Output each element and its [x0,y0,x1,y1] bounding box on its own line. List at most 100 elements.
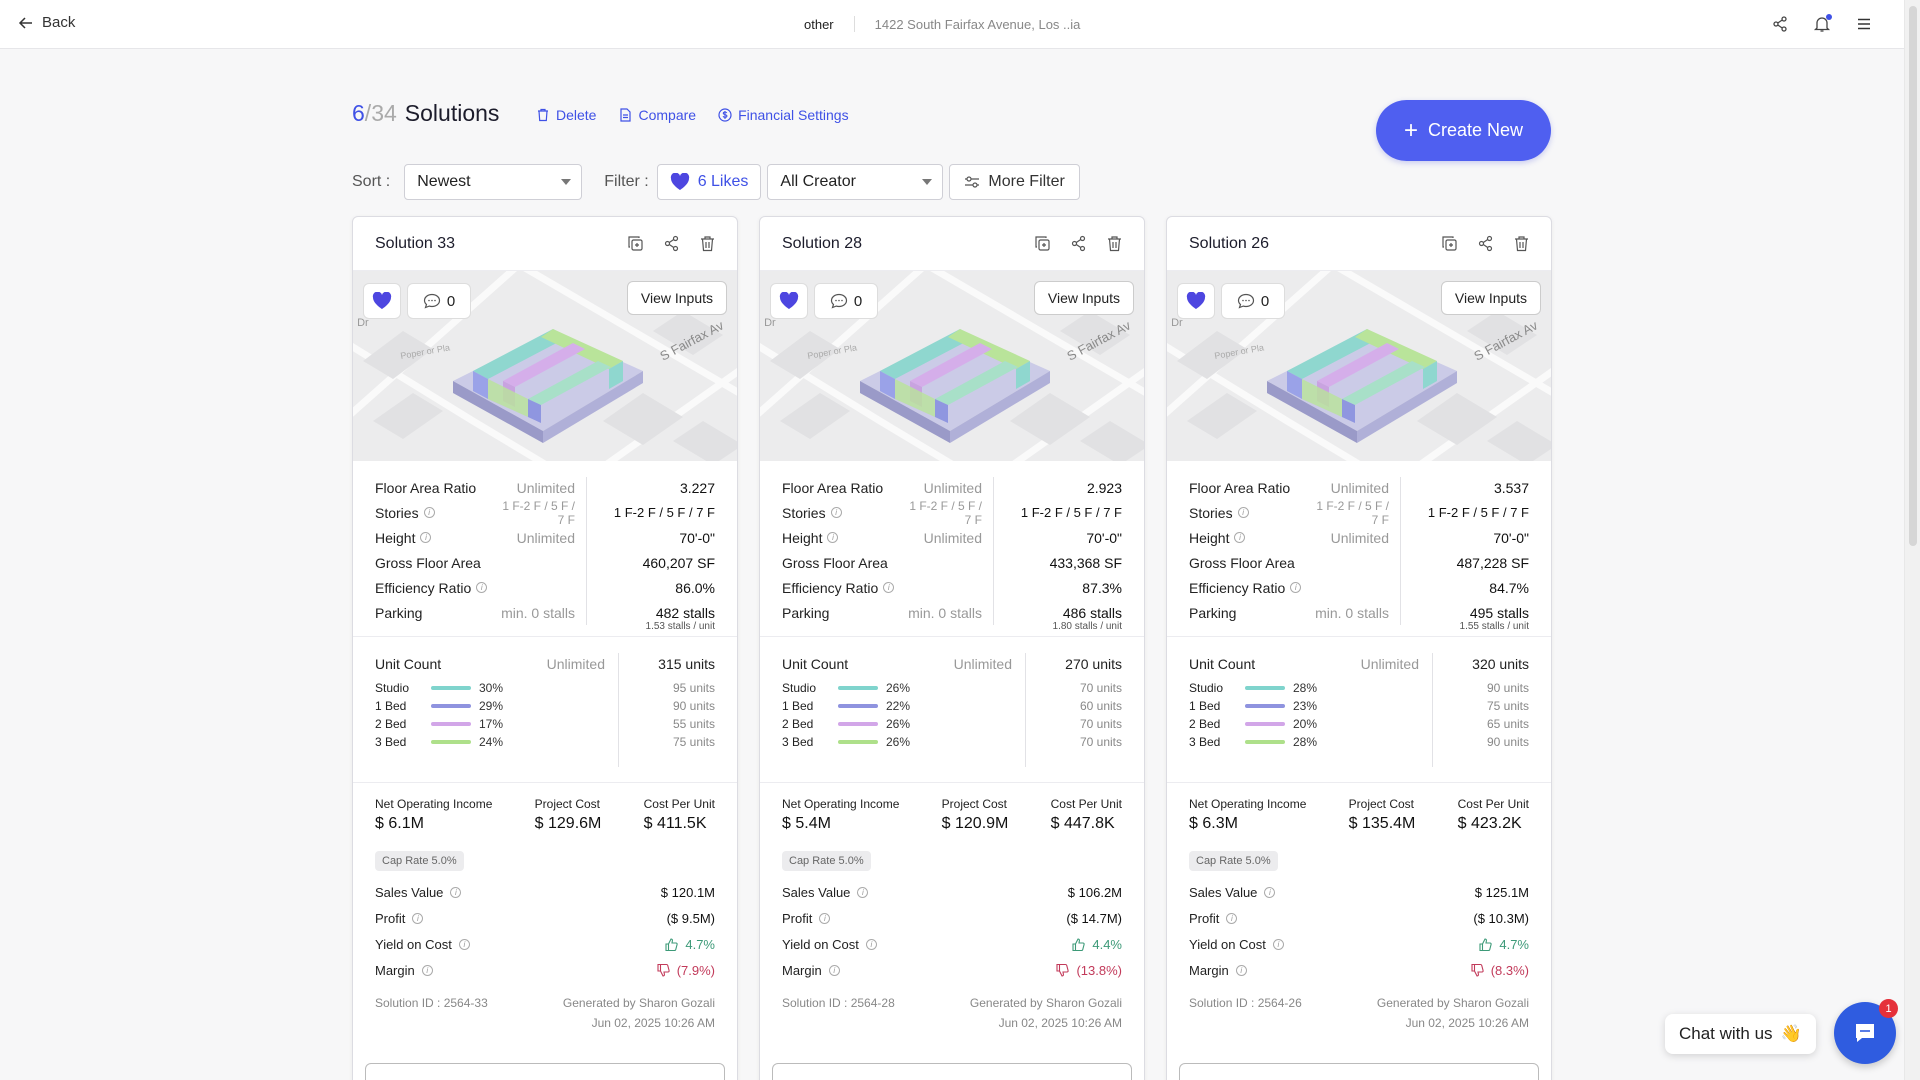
info-icon[interactable]: i [857,886,869,898]
sales-value-row: Sales Value i $ 106.2M [782,879,1122,905]
metric-label: Gross Floor Area [1189,554,1295,571]
info-icon[interactable]: i [420,532,432,543]
info-icon[interactable]: i [450,886,462,898]
cost-per-unit-block: Cost Per Unit $ 411.5K [644,797,715,833]
trash-icon[interactable] [1104,234,1124,254]
compare-button[interactable]: Compare [618,107,696,123]
unit-type: Studio [782,681,817,695]
financial-summary: Net Operating Income $ 6.1M Project Cost $… [375,797,715,833]
share-icon[interactable] [1770,14,1790,34]
noi-value: $ 5.4M [782,815,831,832]
metric-value: 86.0% [675,579,715,596]
financial-settings-button[interactable]: Financial Settings [718,107,849,123]
solution-card[interactable]: Solution 26 [1166,216,1552,1080]
metric-label: Floor Area Ratio [782,479,884,496]
card-header: Solution 33 [353,217,737,271]
duplicate-icon[interactable] [1439,234,1459,254]
like-button[interactable] [770,283,808,319]
like-button[interactable] [363,283,401,319]
info-icon[interactable]: i [1234,532,1246,543]
massing-thumbnail[interactable]: S Fairfax Av Poper or Pla ı Dr [760,271,1144,461]
menu-icon[interactable] [1854,14,1874,34]
solution-card[interactable]: Solution 33 [352,216,738,1080]
info-icon[interactable]: i [865,938,877,950]
info-icon[interactable]: i [1237,507,1249,518]
units-divider [1025,653,1026,767]
project-category: other [804,16,834,32]
creator-select[interactable]: All Creator [767,164,944,200]
view-inputs-button[interactable]: View Inputs [1033,281,1134,315]
unit-count-value: 320 units [1472,656,1529,672]
card-bottom-button[interactable] [365,1063,725,1080]
metric-row-gfa: Gross Floor Area 487,228 SF [1189,550,1529,575]
massing-thumbnail[interactable]: S Fairfax Av Poper or Pla ı Dr [353,271,737,461]
parking-ratio: 1.55 stalls / unit [1459,621,1529,632]
financial-section: Net Operating Income $ 6.1M Project Cost $… [353,783,737,1033]
duplicate-icon[interactable] [625,234,645,254]
financial-summary: Net Operating Income $ 6.3M Project Cost $… [1189,797,1529,833]
noi-block: Net Operating Income $ 6.1M [375,797,492,833]
wave-emoji-icon: 👋 [1780,1024,1802,1043]
sort-select[interactable]: Newest [404,164,583,200]
thumbs-down-icon [657,963,670,977]
delete-button[interactable]: Delete [536,107,596,123]
back-button[interactable]: Back [18,14,75,31]
info-icon[interactable]: i [1272,938,1284,950]
trash-icon[interactable] [697,234,717,254]
unit-mix-pct: 23% [1293,699,1318,713]
info-icon[interactable]: i [412,912,424,924]
project-cost-value: $ 129.6M [534,815,602,832]
share-icon[interactable] [661,234,681,254]
likes-filter-button[interactable]: 6 Likes [656,164,762,200]
project-cost-block: Project Cost $ 120.9M [942,797,1009,833]
more-filter-label: More Filter [988,173,1065,190]
info-icon[interactable]: i [819,912,831,924]
unit-mix-row: 3 Bed 26% 70 units [782,733,1122,751]
unit-count-label: Unit Count [782,656,849,672]
duplicate-icon[interactable] [1032,234,1052,254]
comment-button[interactable]: 0 [814,283,878,319]
scrollbar-thumb[interactable] [1909,6,1917,546]
unit-mix-count: 75 units [672,735,715,749]
info-icon[interactable]: i [458,938,470,950]
sales-value-label: Sales Value i [1189,885,1276,900]
chat-unread-badge: 1 [1879,999,1898,1018]
bell-icon[interactable] [1812,14,1832,34]
massing-thumbnail[interactable]: S Fairfax Av Poper or Pla ı Dr [1167,271,1551,461]
info-icon[interactable]: i [1264,886,1276,898]
unit-mix-bar [838,686,878,690]
info-icon[interactable]: i [476,582,488,593]
trash-icon[interactable] [1511,234,1531,254]
comment-button[interactable]: 0 [407,283,471,319]
info-icon[interactable]: i [883,582,895,593]
info-icon[interactable]: i [423,507,435,518]
comment-button[interactable]: 0 [1221,283,1285,319]
solution-card[interactable]: Solution 28 [759,216,1145,1080]
info-icon[interactable]: i [1235,964,1247,976]
info-icon[interactable]: i [828,964,840,976]
view-inputs-button[interactable]: View Inputs [1440,281,1541,315]
view-inputs-button[interactable]: View Inputs [626,281,727,315]
comment-icon [1237,293,1254,309]
like-button[interactable] [1177,283,1215,319]
info-icon[interactable]: i [421,964,433,976]
page-scrollbar[interactable] [1904,0,1920,1080]
share-icon[interactable] [1475,234,1495,254]
project-address: 1422 South Fairfax Avenue, Los ..ia [874,16,1081,32]
create-new-button[interactable]: + Create New [1376,100,1551,161]
card-bottom-button[interactable] [1179,1063,1539,1080]
info-icon[interactable]: i [830,507,842,518]
metric-limit: Unlimited [1330,479,1389,496]
info-icon[interactable]: i [827,532,839,543]
chat-with-us-pill[interactable]: Chat with us 👋 [1665,1014,1816,1054]
metric-limit: Unlimited [923,479,982,496]
more-filter-button[interactable]: More Filter [949,164,1080,200]
unit-mix-bar [1245,722,1285,726]
arrow-left-icon [18,16,32,29]
info-icon[interactable]: i [1290,582,1302,593]
card-bottom-button[interactable] [772,1063,1132,1080]
share-icon[interactable] [1068,234,1088,254]
info-icon[interactable]: i [1226,912,1238,924]
unit-mix-count: 90 units [1486,681,1529,695]
sliders-icon [965,176,980,188]
